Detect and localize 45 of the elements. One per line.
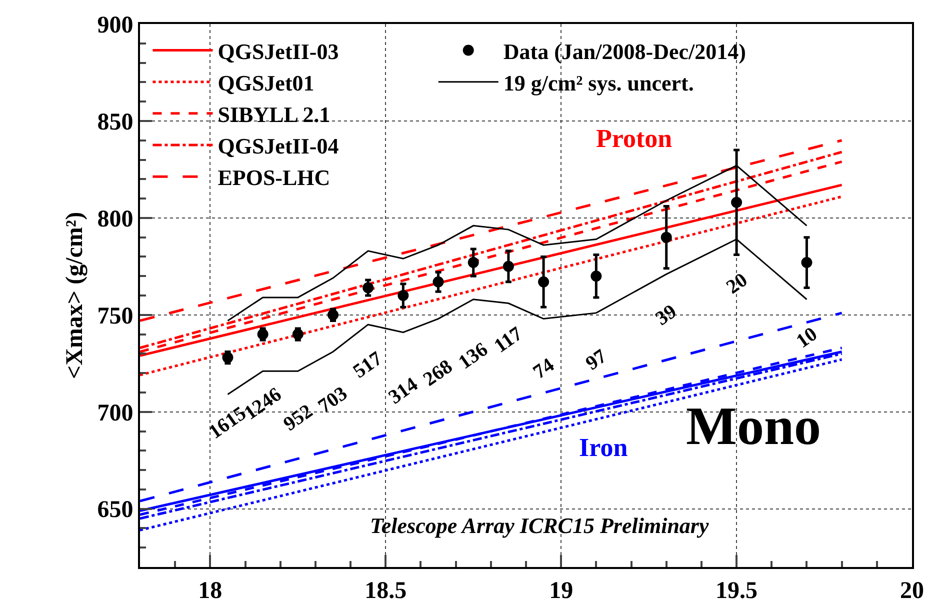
x-tick-label: 19.5 xyxy=(716,578,758,604)
annotation: 136 xyxy=(454,338,492,374)
y-tick-label: 650 xyxy=(97,497,134,524)
y-tick-label: 800 xyxy=(97,206,134,232)
annotation: Mono xyxy=(686,396,821,456)
legend-label: QGSJetII-03 xyxy=(218,38,339,64)
y-tick-label: 750 xyxy=(97,303,134,330)
point xyxy=(502,260,514,272)
legend-label: SIBYLL 2.1 xyxy=(218,102,330,128)
point xyxy=(362,282,374,294)
point xyxy=(398,290,409,301)
annotation: 74 xyxy=(529,354,558,384)
y-tick-label: 850 xyxy=(97,109,134,136)
annotation: Telescope Array ICRC15 Preliminary xyxy=(370,513,709,538)
annotation: 703 xyxy=(314,382,352,418)
annotation: Proton xyxy=(596,124,673,153)
legend-label: QGSJet01 xyxy=(218,70,314,96)
annotation: 20 xyxy=(722,268,752,298)
point xyxy=(468,257,479,268)
annotation: 97 xyxy=(582,345,611,375)
y-tick-label: 900 xyxy=(97,12,134,38)
legend-label: Data (Jan/2008-Dec/2014) xyxy=(503,38,746,64)
point xyxy=(801,257,812,268)
annotation: 10 xyxy=(792,323,822,353)
y-tick-label: 700 xyxy=(97,400,134,426)
annotation: 268 xyxy=(419,356,457,391)
annotation: 517 xyxy=(349,347,386,383)
x-tick-label: 20 xyxy=(900,578,924,604)
x-tick-label: 18 xyxy=(198,578,222,604)
annotation: 952 xyxy=(280,400,317,436)
point xyxy=(590,270,602,282)
point xyxy=(538,276,550,288)
annotation: 117 xyxy=(490,322,527,358)
point xyxy=(731,196,742,208)
y-axis-title: <Xmax> (g/cm²) xyxy=(62,212,88,380)
point xyxy=(660,232,672,243)
annotation: Iron xyxy=(579,433,628,462)
point xyxy=(432,276,444,288)
annotation: 39 xyxy=(652,300,681,330)
legend-label: 19 g/cm² sys. uncert. xyxy=(503,70,694,96)
annotation: 314 xyxy=(384,373,422,409)
legend-label: QGSJetII-04 xyxy=(218,134,339,159)
legend-label: EPOS-LHC xyxy=(218,165,330,190)
x-tick-label: 18.5 xyxy=(364,578,407,604)
x-tick-label: 19 xyxy=(549,578,574,604)
